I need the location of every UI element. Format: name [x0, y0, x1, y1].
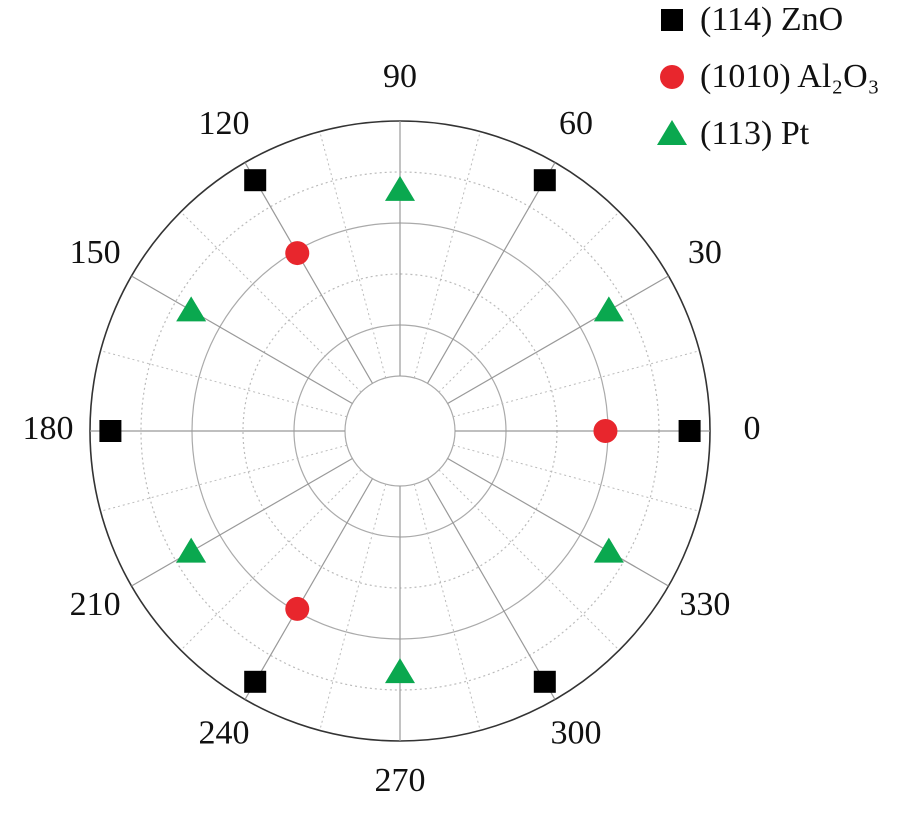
data-point — [176, 537, 207, 563]
data-point — [385, 658, 415, 684]
data-point — [244, 670, 267, 693]
theta-tick-label: 150 — [70, 234, 121, 271]
grid-spoke — [131, 275, 353, 405]
data-point — [244, 169, 267, 192]
minor-spoke — [452, 350, 700, 418]
data-point — [593, 419, 618, 443]
minor-spoke — [319, 483, 387, 731]
minor-spoke — [100, 444, 348, 512]
grid-spoke — [244, 162, 374, 384]
inner-ring — [344, 375, 456, 487]
legend-label: (1010) Al₂O₃ — [700, 58, 880, 95]
minor-spoke — [413, 131, 481, 379]
grid-spoke — [447, 457, 669, 587]
minor-spoke — [438, 469, 620, 651]
grid-spoke — [131, 457, 353, 587]
minor-spoke — [180, 211, 362, 393]
grid-spoke — [426, 162, 556, 384]
legend-marker — [661, 9, 683, 31]
theta-tick-label: 300 — [551, 715, 602, 752]
data-point — [99, 420, 122, 442]
theta-tick-label: 180 — [23, 410, 74, 447]
minor-spoke — [100, 350, 348, 418]
minor-spoke — [452, 444, 700, 512]
data-point — [678, 420, 701, 442]
theta-tick-label: 240 — [199, 715, 250, 752]
minor-spoke — [413, 483, 481, 731]
theta-tick-label: 30 — [688, 234, 722, 271]
legend-label: (114) ZnO — [700, 1, 843, 38]
grid-spoke — [447, 275, 669, 405]
theta-tick-label: 60 — [559, 105, 593, 142]
minor-spoke — [438, 211, 620, 393]
data-point — [385, 175, 415, 201]
theta-tick-label: 0 — [744, 410, 761, 447]
data-point — [285, 241, 310, 266]
legend-label: (113) Pt — [700, 115, 810, 152]
data-point — [593, 537, 624, 563]
minor-spoke — [180, 469, 362, 651]
theta-tick-label: 330 — [679, 586, 730, 623]
data-point — [285, 596, 310, 621]
data-point — [593, 296, 624, 322]
data-point — [533, 670, 556, 693]
theta-tick-label: 90 — [383, 58, 417, 95]
grid-spoke — [244, 478, 374, 700]
theta-tick-label: 210 — [70, 586, 121, 623]
minor-spoke — [319, 131, 387, 379]
data-point — [533, 169, 556, 192]
legend-marker — [660, 65, 684, 89]
theta-tick-label: 120 — [199, 105, 250, 142]
grid-spoke — [426, 478, 556, 700]
theta-tick-label: 270 — [375, 762, 426, 799]
data-point — [176, 296, 207, 322]
legend-marker — [657, 120, 687, 145]
